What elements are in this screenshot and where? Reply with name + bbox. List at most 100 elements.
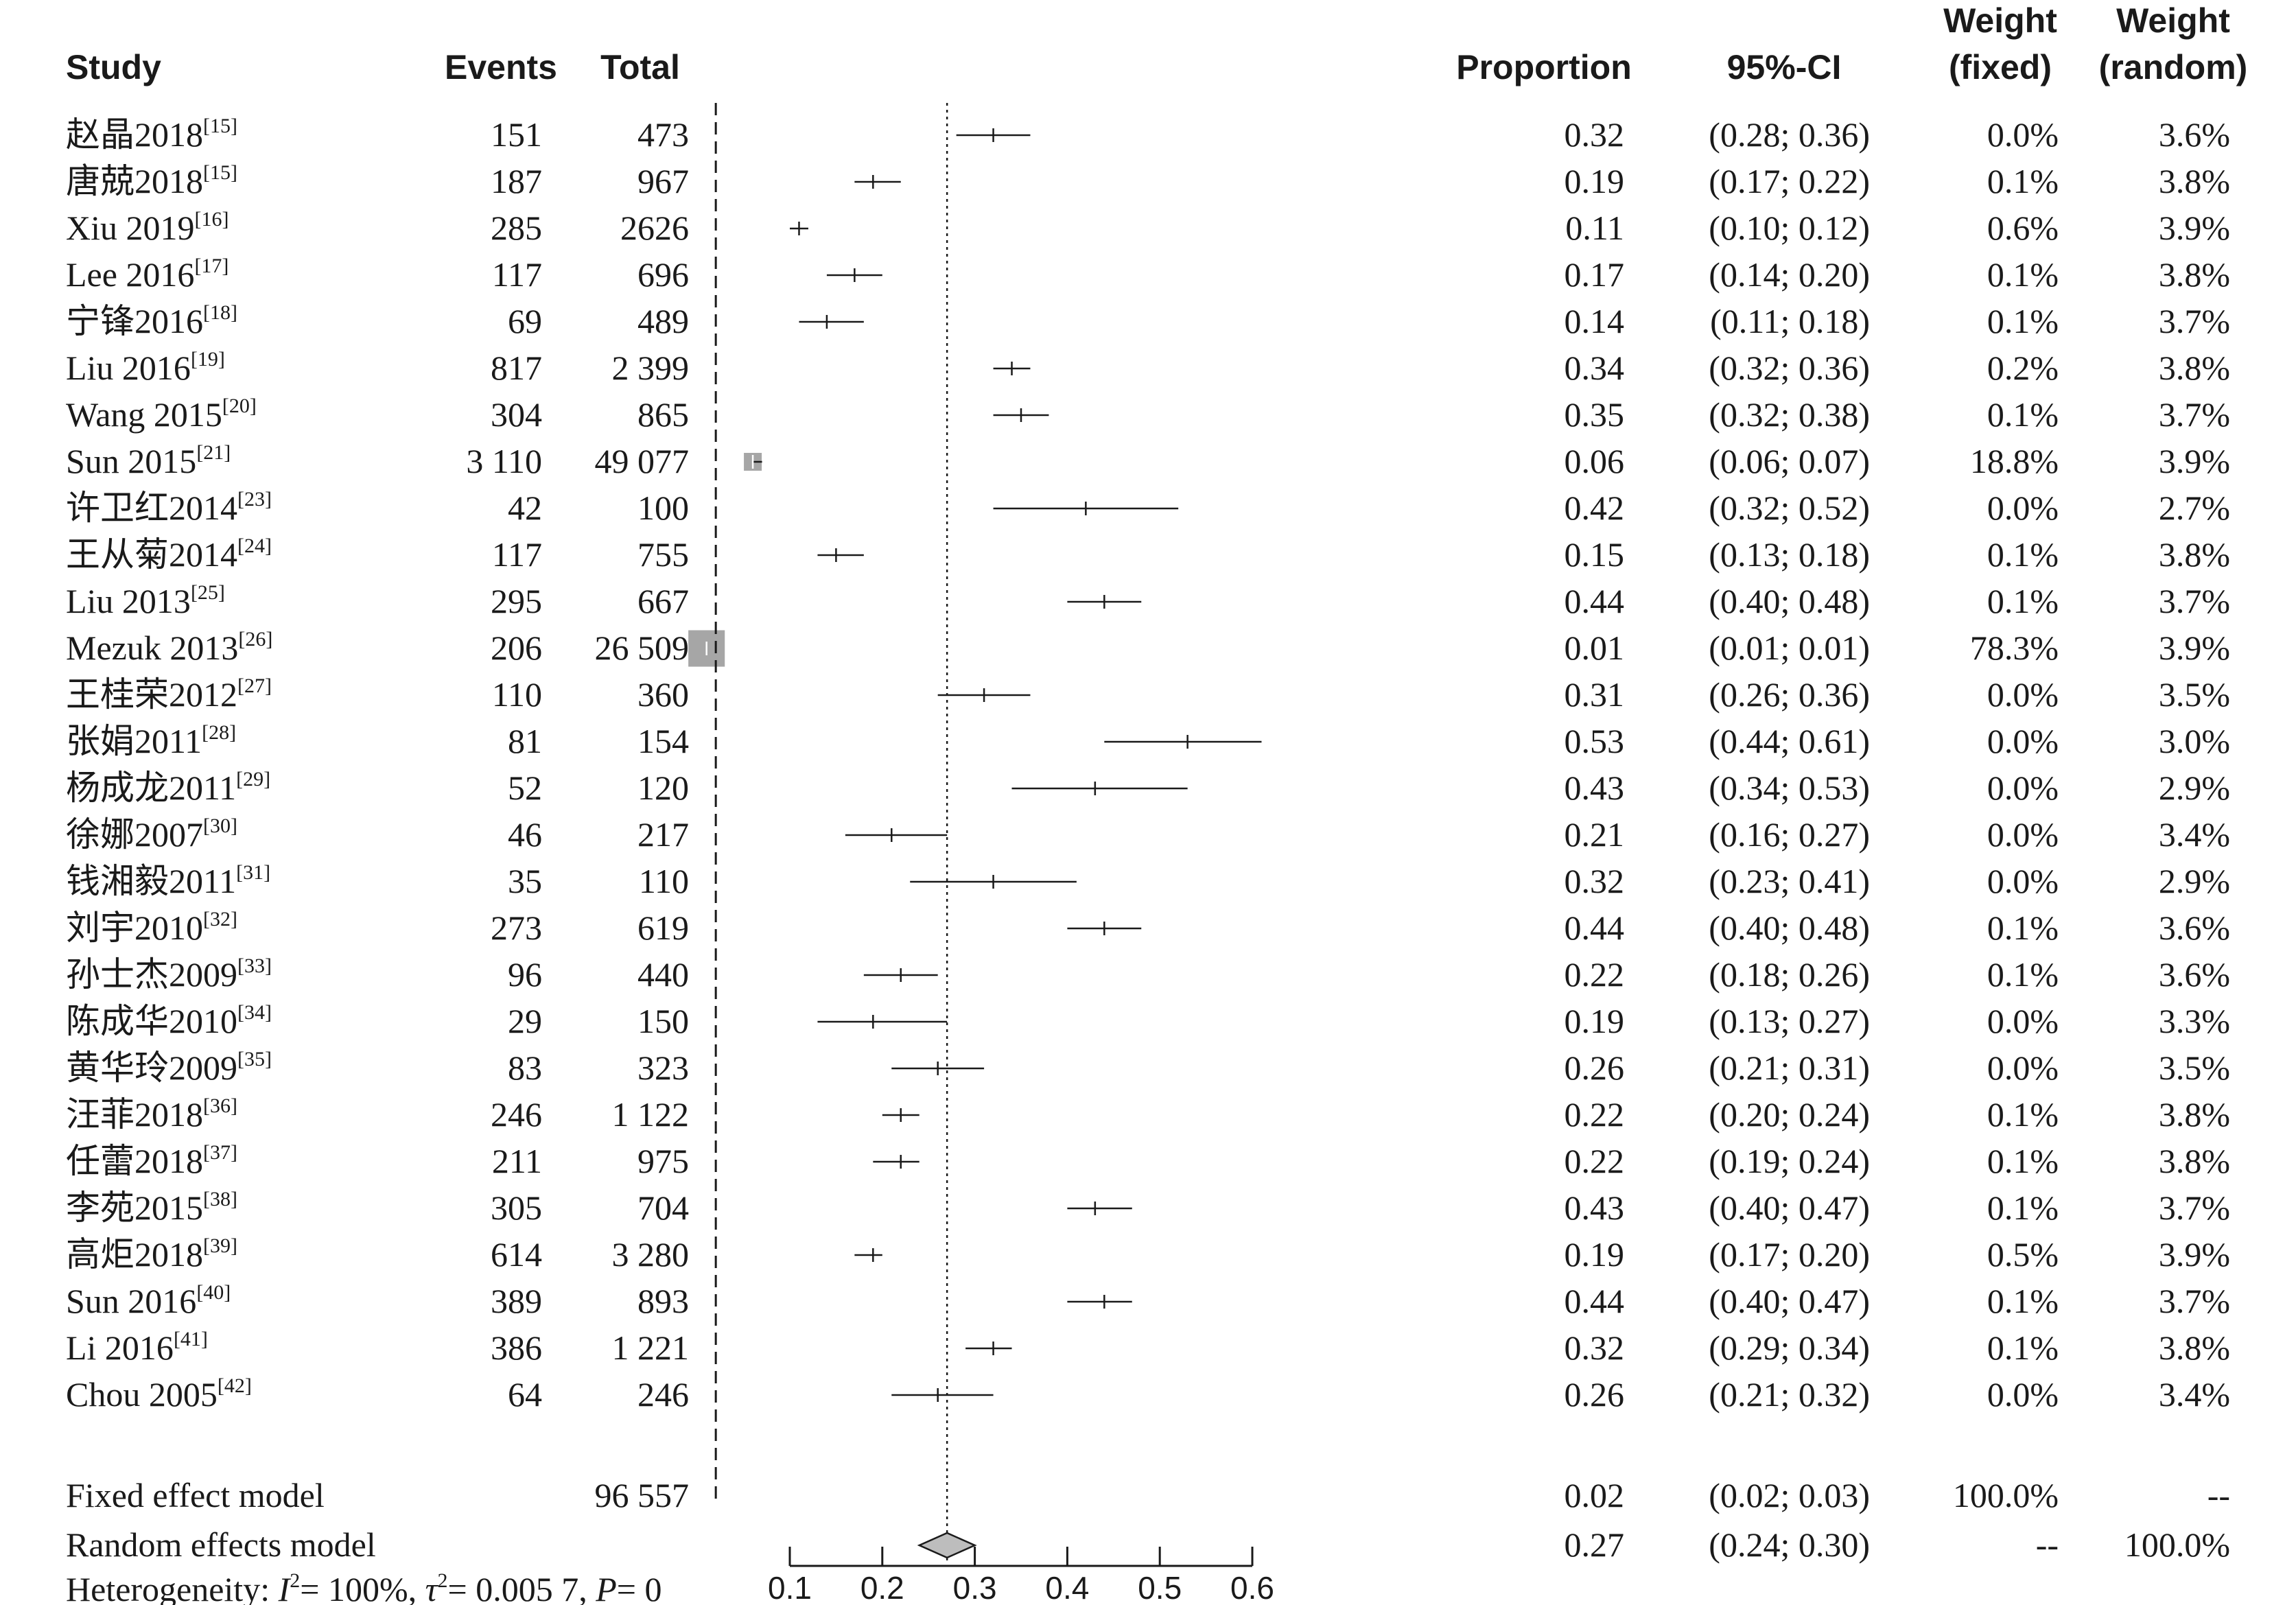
- header-weight-random-line1: Weight: [2116, 1, 2230, 40]
- tick-label: 0.4: [1045, 1570, 1089, 1605]
- weight-fixed-cell: 0.1%: [1987, 909, 2059, 947]
- proportion-cell: 0.53: [1565, 722, 1625, 760]
- study-reference: [32]: [203, 908, 237, 930]
- proportion-cell: 0.32: [1565, 862, 1625, 900]
- proportion-cell: 0.19: [1565, 1235, 1625, 1274]
- header-weight-fixed-line2: (fixed): [1949, 48, 2052, 86]
- table-row: Lee 2016[17] 117 696 0.17 (0.14; 0.20) 0.1% 3.…: [66, 255, 2230, 294]
- events-cell: 304: [491, 395, 542, 434]
- weight-random-cell: 2.9%: [2159, 862, 2230, 900]
- i2-symbol: I: [278, 1570, 292, 1605]
- proportion-cell: 0.15: [1565, 535, 1625, 574]
- weight-random-cell: 3.6%: [2159, 955, 2230, 994]
- header-proportion: Proportion: [1456, 48, 1632, 86]
- proportion-cell: 0.35: [1565, 395, 1625, 434]
- study-label: 李苑2015[38]: [66, 1188, 237, 1227]
- proportion-cell: 0.21: [1565, 815, 1625, 854]
- weight-fixed-cell: 0.1%: [1987, 255, 2059, 294]
- header-events: Events: [445, 48, 557, 86]
- weight-random-cell: 3.7%: [2159, 582, 2230, 620]
- ci-cell: (0.13; 0.27): [1709, 1002, 1870, 1040]
- random-effects-weight-fixed: --: [2036, 1525, 2059, 1564]
- ci-cell: (0.23; 0.41): [1709, 862, 1870, 900]
- table-row: 杨成龙2011[29] 52 120 0.43 (0.34; 0.53) 0.0% 2.9%: [66, 768, 2230, 807]
- weight-random-cell: 3.5%: [2159, 675, 2230, 714]
- total-cell: 26 509: [595, 629, 690, 667]
- tick-label: 0.1: [768, 1570, 812, 1605]
- events-cell: 817: [491, 349, 542, 387]
- proportion-cell: 0.44: [1565, 1282, 1625, 1320]
- events-cell: 110: [492, 675, 542, 714]
- ci-cell: (0.40; 0.48): [1709, 582, 1870, 620]
- proportion-cell: 0.19: [1565, 162, 1625, 200]
- events-cell: 386: [491, 1328, 542, 1367]
- table-row: Xiu 2019[16] 285 2626 0.11 (0.10; 0.12) 0.6% 3…: [66, 208, 2230, 247]
- table-row: Liu 2013[25] 295 667 0.44 (0.40; 0.48) 0.1% 3.…: [66, 581, 2230, 620]
- table-row: 张娟2011[28] 81 154 0.53 (0.44; 0.61) 0.0% 3.0%: [66, 721, 2230, 760]
- total-cell: 667: [637, 582, 689, 620]
- p-symbol: P: [595, 1570, 617, 1605]
- weight-fixed-cell: 0.0%: [1987, 862, 2059, 900]
- weight-random-cell: 3.6%: [2159, 115, 2230, 154]
- weight-random-cell: 3.8%: [2159, 349, 2230, 387]
- proportion-cell: 0.32: [1565, 115, 1625, 154]
- study-reference: [17]: [194, 255, 229, 277]
- study-reference: [18]: [203, 301, 237, 324]
- total-cell: 440: [637, 955, 689, 994]
- weight-fixed-cell: 0.1%: [1987, 1282, 2059, 1320]
- table-row: Liu 2016[19] 817 2 399 0.34 (0.32; 0.36) 0.2%…: [66, 348, 2230, 387]
- events-cell: 614: [491, 1235, 542, 1274]
- table-row: 任蕾2018[37] 211 975 0.22 (0.19; 0.24) 0.1% 3.8%: [66, 1141, 2230, 1180]
- events-cell: 35: [508, 862, 542, 900]
- random-effects-weight-random: 100.0%: [2124, 1525, 2230, 1564]
- events-cell: 42: [508, 489, 542, 527]
- table-row: 许卫红2014[23] 42 100 0.42 (0.32; 0.52) 0.0% 2.7%: [66, 488, 2230, 527]
- study-reference: [34]: [237, 1001, 272, 1024]
- events-cell: 29: [508, 1002, 542, 1040]
- study-reference: [37]: [203, 1141, 237, 1164]
- study-label: 汪菲2018[36]: [66, 1094, 237, 1134]
- proportion-cell: 0.43: [1565, 1188, 1625, 1227]
- table-row: 宁锋2016[18] 69 489 0.14 (0.11; 0.18) 0.1% 3.7%: [66, 301, 2230, 340]
- table-row: 陈成华2010[34] 29 150 0.19 (0.13; 0.27) 0.0% 3.3%: [66, 1001, 2230, 1040]
- events-cell: 151: [491, 115, 542, 154]
- weight-fixed-cell: 0.1%: [1987, 1188, 2059, 1227]
- weight-fixed-cell: 0.6%: [1987, 209, 2059, 247]
- events-cell: 211: [492, 1142, 542, 1180]
- study-label: Sun 2016[40]: [66, 1281, 231, 1320]
- table-row: 徐娜2007[30] 46 217 0.21 (0.16; 0.27) 0.0% 3.4%: [66, 815, 2230, 854]
- study-label: 宁锋2016[18]: [66, 301, 237, 340]
- total-cell: 967: [637, 162, 689, 200]
- study-label: Xiu 2019[16]: [66, 208, 229, 247]
- fixed-effect-label: Fixed effect model: [66, 1476, 325, 1514]
- weight-fixed-cell: 0.0%: [1987, 489, 2059, 527]
- ci-cell: (0.34; 0.53): [1709, 769, 1870, 807]
- total-cell: 2626: [620, 209, 689, 247]
- tau-value: = 0.005 7,: [448, 1570, 596, 1605]
- study-label: 黄华玲2009[35]: [66, 1048, 272, 1087]
- study-reference: [27]: [237, 675, 272, 697]
- column-headers: Study Events Total Proportion 95%-CI Weight (f…: [66, 1, 2247, 86]
- study-label: 高炬2018[39]: [66, 1234, 237, 1274]
- random-effects-row: Random effects model 0.27 (0.24; 0.30) -- 10…: [66, 1525, 2230, 1564]
- study-label: 王从菊2014[24]: [66, 535, 272, 574]
- study-reference: [31]: [236, 861, 270, 884]
- study-label: 赵晶2018[15]: [66, 115, 237, 154]
- proportion-cell: 0.22: [1565, 955, 1625, 994]
- study-label: 钱湘毅2011[31]: [66, 861, 270, 900]
- study-reference: [16]: [195, 208, 229, 231]
- total-cell: 696: [637, 255, 689, 294]
- study-reference: [28]: [202, 721, 236, 744]
- weight-random-cell: 3.7%: [2159, 1188, 2230, 1227]
- table-row: 高炬2018[39] 614 3 280 0.19 (0.17; 0.20) 0.5% 3.…: [66, 1234, 2230, 1274]
- weight-random-cell: 3.7%: [2159, 1282, 2230, 1320]
- study-reference: [36]: [203, 1094, 237, 1117]
- table-row: 汪菲2018[36] 246 1 122 0.22 (0.20; 0.24) 0.1% 3.…: [66, 1094, 2230, 1134]
- table-row: Sun 2015[21] 3 110 49 077 0.06 (0.06; 0.07) 1…: [66, 441, 2230, 480]
- header-total: Total: [600, 48, 680, 86]
- table-row: Mezuk 2013[26] 206 26 509 0.01 (0.01; 0.01) 7…: [66, 628, 2230, 667]
- study-reference: [42]: [218, 1374, 252, 1397]
- weight-fixed-cell: 0.1%: [1987, 1142, 2059, 1180]
- weight-random-cell: 3.4%: [2159, 815, 2230, 854]
- study-label: Chou 2005[42]: [66, 1374, 252, 1414]
